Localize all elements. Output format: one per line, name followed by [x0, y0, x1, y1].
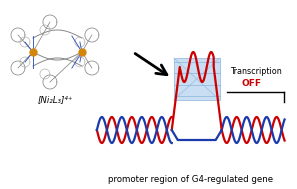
- Text: OFF: OFF: [242, 78, 262, 88]
- Bar: [174, 58, 220, 100]
- Text: promoter region of G4-regulated gene: promoter region of G4-regulated gene: [108, 176, 273, 184]
- Text: Transcription: Transcription: [230, 67, 282, 77]
- Text: [Ni₂L₃]⁴⁺: [Ni₂L₃]⁴⁺: [37, 95, 72, 105]
